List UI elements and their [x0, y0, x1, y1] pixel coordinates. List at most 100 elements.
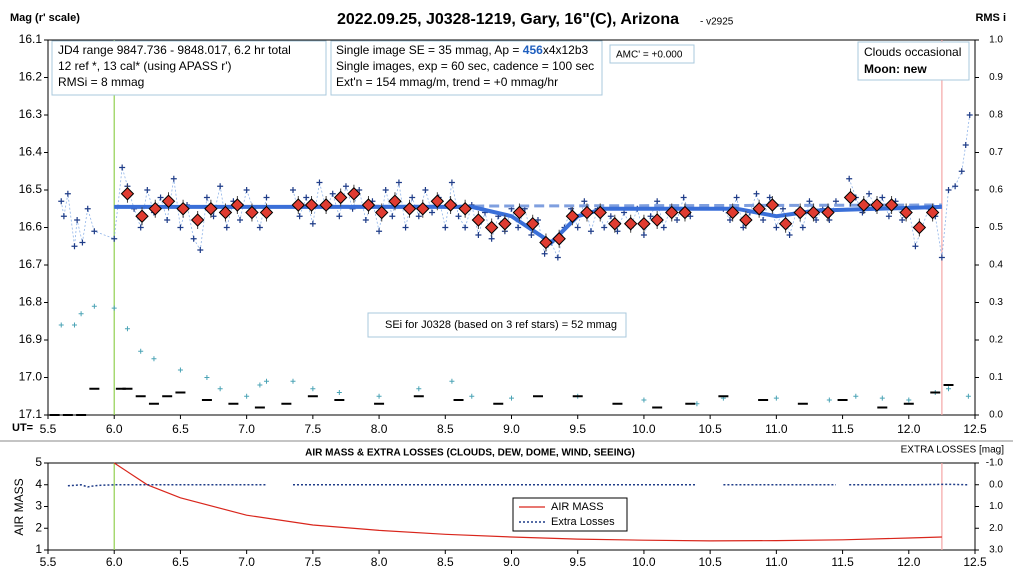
rms-point [879, 395, 885, 401]
info-text: JD4 range 9847.736 - 9848.017, 6.2 hr to… [58, 43, 291, 57]
binned-point [361, 198, 376, 212]
chart-title: 2022.09.25, J0328-1219, Gary, 16"(C), Ar… [337, 11, 679, 28]
rms-point [244, 393, 250, 399]
series-line [114, 204, 942, 246]
x-tick-label: 11.0 [765, 422, 788, 436]
data-point [962, 142, 969, 148]
data-point [395, 179, 402, 186]
data-point [389, 213, 396, 220]
y2-tick-label: 0.0 [989, 479, 1003, 490]
x-tick-label: 12.0 [897, 422, 921, 436]
info-box [330, 40, 603, 96]
data-point [74, 217, 81, 223]
binned-point [623, 217, 638, 231]
data-point [647, 213, 654, 220]
data-point [64, 190, 71, 197]
x-tick-label: 10.0 [632, 422, 656, 436]
data-point [674, 217, 681, 223]
binned-point [593, 205, 607, 220]
x-tick-label: 11.5 [831, 422, 854, 436]
x-tick-label: 7.5 [305, 422, 322, 436]
y2-axis-label: EXTRA LOSSES [mag] [901, 445, 1005, 456]
data-point [362, 217, 369, 223]
data-point [885, 213, 892, 220]
y-tick-label: 5 [35, 455, 42, 469]
y2-tick-label: 0.7 [989, 147, 1003, 158]
rms-point [257, 382, 263, 388]
info-text: Ext'n = 154 mmag/m, trend = +0 mmag/hr [336, 75, 558, 89]
data-point [342, 183, 349, 190]
data-point [753, 190, 760, 197]
binned-point [161, 194, 176, 208]
y-tick-label: 16.7 [19, 257, 43, 271]
y-axis-label: AIR MASS [12, 478, 26, 535]
info-text: Single image SE = 35 mmag, Ap = 456x4x12… [336, 43, 589, 57]
x-tick-label: 7.0 [238, 422, 255, 436]
y-tick-label: 2 [35, 520, 42, 534]
x-tick-label: 5.5 [40, 422, 57, 436]
conditions-text: Moon: new [864, 62, 927, 76]
data-point [382, 187, 389, 193]
data-point [879, 194, 886, 201]
binned-point [552, 232, 566, 246]
rms-point [310, 386, 316, 392]
x-tick-label: 9.5 [569, 555, 586, 569]
y2-tick-label: 2.0 [989, 523, 1003, 534]
data-point [528, 232, 535, 238]
data-point [806, 198, 813, 205]
data-point [813, 217, 820, 223]
rms-point [965, 393, 971, 399]
y2-tick-label: 1.0 [989, 501, 1003, 512]
binned-point [347, 187, 361, 201]
binned-point [375, 205, 389, 220]
binned-point [650, 213, 664, 227]
data-point [91, 228, 98, 235]
y2-tick-label: 0.2 [989, 335, 1003, 346]
y2-tick-label: 0.9 [989, 72, 1003, 83]
data-point [170, 175, 177, 182]
data-point [144, 187, 151, 193]
data-point [409, 194, 416, 201]
binned-point [230, 198, 245, 212]
binned-point [806, 205, 821, 220]
x-tick-label: 11.5 [831, 555, 854, 569]
x-tick-label: 6.0 [106, 555, 123, 569]
y2-tick-label: 0.1 [989, 372, 1003, 383]
series-line [113, 462, 942, 542]
annotations: JD4 range 9847.736 - 9848.017, 6.2 hr to… [51, 40, 970, 338]
rms-point [111, 305, 117, 311]
data-point [448, 179, 455, 186]
info-text-part: Single image SE = 35 mmag, Ap = [336, 43, 523, 57]
legend-label: AIR MASS [551, 501, 604, 513]
data-point [376, 228, 383, 235]
data-point [488, 235, 495, 242]
data-point [190, 235, 197, 242]
data-point [945, 187, 952, 193]
y-tick-label: 4 [35, 477, 42, 491]
binned-point [291, 198, 305, 212]
y-tick-label: 1 [35, 542, 42, 556]
data-point [740, 224, 747, 231]
data-point [733, 194, 740, 201]
y-tick-label: 16.3 [19, 107, 43, 121]
data-point [356, 187, 363, 193]
binned-point [739, 213, 753, 227]
y-tick-label: 16.4 [19, 145, 43, 159]
x-tick-label: 8.5 [437, 555, 454, 569]
conditions-box [857, 41, 970, 81]
data-point [832, 198, 839, 205]
x-tick-label: 7.0 [238, 555, 255, 569]
binned-point [912, 220, 927, 235]
data-point [966, 112, 973, 118]
data-point [799, 224, 806, 231]
y2-tick-label: -1.0 [986, 458, 1004, 469]
y2-tick-label: 0.6 [989, 185, 1003, 196]
x-tick-label: 9.5 [569, 422, 586, 436]
rms-point [416, 386, 422, 392]
data-point [316, 179, 323, 186]
rms-point [151, 356, 157, 362]
data-point [534, 217, 541, 223]
data-point [336, 213, 343, 220]
y-tick-label: 17.0 [19, 370, 43, 384]
data-point [614, 228, 621, 235]
